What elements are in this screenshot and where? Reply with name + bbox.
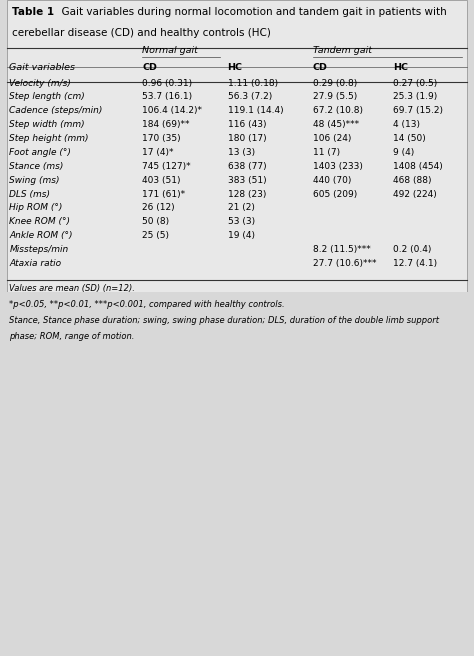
- Text: 53 (3): 53 (3): [228, 217, 255, 226]
- Text: 50 (8): 50 (8): [142, 217, 169, 226]
- Text: 19 (4): 19 (4): [228, 231, 255, 240]
- Text: Knee ROM (°): Knee ROM (°): [9, 217, 71, 226]
- Text: CD: CD: [313, 64, 328, 72]
- Text: 56.3 (7.2): 56.3 (7.2): [228, 92, 272, 102]
- Text: 1.11 (0.18): 1.11 (0.18): [228, 79, 278, 87]
- Text: 492 (224): 492 (224): [393, 190, 437, 199]
- Text: 26 (12): 26 (12): [142, 203, 175, 213]
- Text: Swing (ms): Swing (ms): [9, 176, 60, 184]
- Text: 8.2 (11.5)***: 8.2 (11.5)***: [313, 245, 371, 254]
- Text: 13 (3): 13 (3): [228, 148, 255, 157]
- Text: Cadence (steps/min): Cadence (steps/min): [9, 106, 103, 115]
- Text: Step width (mm): Step width (mm): [9, 120, 85, 129]
- FancyBboxPatch shape: [7, 0, 467, 292]
- Text: 638 (77): 638 (77): [228, 162, 266, 171]
- Text: HC: HC: [393, 64, 409, 72]
- Text: 0.96 (0.31): 0.96 (0.31): [142, 79, 192, 87]
- Text: phase; ROM, range of motion.: phase; ROM, range of motion.: [9, 332, 135, 341]
- Text: Hip ROM (°): Hip ROM (°): [9, 203, 63, 213]
- Text: 17 (4)*: 17 (4)*: [142, 148, 173, 157]
- Text: 184 (69)**: 184 (69)**: [142, 120, 190, 129]
- Text: Gait variables during normal locomotion and tandem gait in patients with: Gait variables during normal locomotion …: [55, 7, 447, 17]
- Text: 128 (23): 128 (23): [228, 190, 266, 199]
- Text: 0.29 (0.8): 0.29 (0.8): [313, 79, 357, 87]
- Text: 1403 (233): 1403 (233): [313, 162, 363, 171]
- Text: 14 (50): 14 (50): [393, 134, 426, 143]
- Text: 27.7 (10.6)***: 27.7 (10.6)***: [313, 259, 376, 268]
- Text: 53.7 (16.1): 53.7 (16.1): [142, 92, 192, 102]
- Text: Ankle ROM (°): Ankle ROM (°): [9, 231, 73, 240]
- Text: CD: CD: [142, 64, 157, 72]
- Text: Missteps/min: Missteps/min: [9, 245, 69, 254]
- Text: Velocity (m/s): Velocity (m/s): [9, 79, 72, 87]
- Text: 0.27 (0.5): 0.27 (0.5): [393, 79, 438, 87]
- Text: 67.2 (10.8): 67.2 (10.8): [313, 106, 363, 115]
- Text: 106.4 (14.2)*: 106.4 (14.2)*: [142, 106, 202, 115]
- Text: 106 (24): 106 (24): [313, 134, 351, 143]
- Text: 116 (43): 116 (43): [228, 120, 266, 129]
- Text: 25 (5): 25 (5): [142, 231, 169, 240]
- Text: HC: HC: [228, 64, 243, 72]
- Text: Stance, Stance phase duration; swing, swing phase duration; DLS, duration of the: Stance, Stance phase duration; swing, sw…: [9, 316, 439, 325]
- Text: Foot angle (°): Foot angle (°): [9, 148, 72, 157]
- Text: 25.3 (1.9): 25.3 (1.9): [393, 92, 438, 102]
- Text: 383 (51): 383 (51): [228, 176, 266, 184]
- Text: *p<0.05, **p<0.01, ***p<0.001, compared with healthy controls.: *p<0.05, **p<0.01, ***p<0.001, compared …: [9, 300, 285, 309]
- Text: 170 (35): 170 (35): [142, 134, 181, 143]
- Text: 4 (13): 4 (13): [393, 120, 420, 129]
- Text: 403 (51): 403 (51): [142, 176, 181, 184]
- Text: Normal gait: Normal gait: [142, 47, 198, 56]
- Text: DLS (ms): DLS (ms): [9, 190, 50, 199]
- Text: Step length (cm): Step length (cm): [9, 92, 85, 102]
- Text: Step height (mm): Step height (mm): [9, 134, 89, 143]
- Text: 21 (2): 21 (2): [228, 203, 255, 213]
- Text: 171 (61)*: 171 (61)*: [142, 190, 185, 199]
- Text: Stance (ms): Stance (ms): [9, 162, 64, 171]
- Text: Values are mean (SD) (n=12).: Values are mean (SD) (n=12).: [9, 284, 136, 293]
- Text: 27.9 (5.5): 27.9 (5.5): [313, 92, 357, 102]
- Text: 605 (209): 605 (209): [313, 190, 357, 199]
- Text: 1408 (454): 1408 (454): [393, 162, 443, 171]
- Text: Table 1: Table 1: [12, 7, 54, 17]
- Text: 745 (127)*: 745 (127)*: [142, 162, 191, 171]
- Text: 69.7 (15.2): 69.7 (15.2): [393, 106, 443, 115]
- Text: 440 (70): 440 (70): [313, 176, 351, 184]
- Text: 12.7 (4.1): 12.7 (4.1): [393, 259, 438, 268]
- Text: cerebellar disease (CD) and healthy controls (HC): cerebellar disease (CD) and healthy cont…: [12, 28, 271, 38]
- Text: Gait variables: Gait variables: [9, 64, 75, 72]
- Text: 468 (88): 468 (88): [393, 176, 432, 184]
- Text: Ataxia ratio: Ataxia ratio: [9, 259, 62, 268]
- Text: 119.1 (14.4): 119.1 (14.4): [228, 106, 283, 115]
- Text: 11 (7): 11 (7): [313, 148, 340, 157]
- Text: 0.2 (0.4): 0.2 (0.4): [393, 245, 432, 254]
- Text: 9 (4): 9 (4): [393, 148, 415, 157]
- Text: 180 (17): 180 (17): [228, 134, 266, 143]
- Text: 48 (45)***: 48 (45)***: [313, 120, 359, 129]
- Text: Tandem gait: Tandem gait: [313, 47, 372, 56]
